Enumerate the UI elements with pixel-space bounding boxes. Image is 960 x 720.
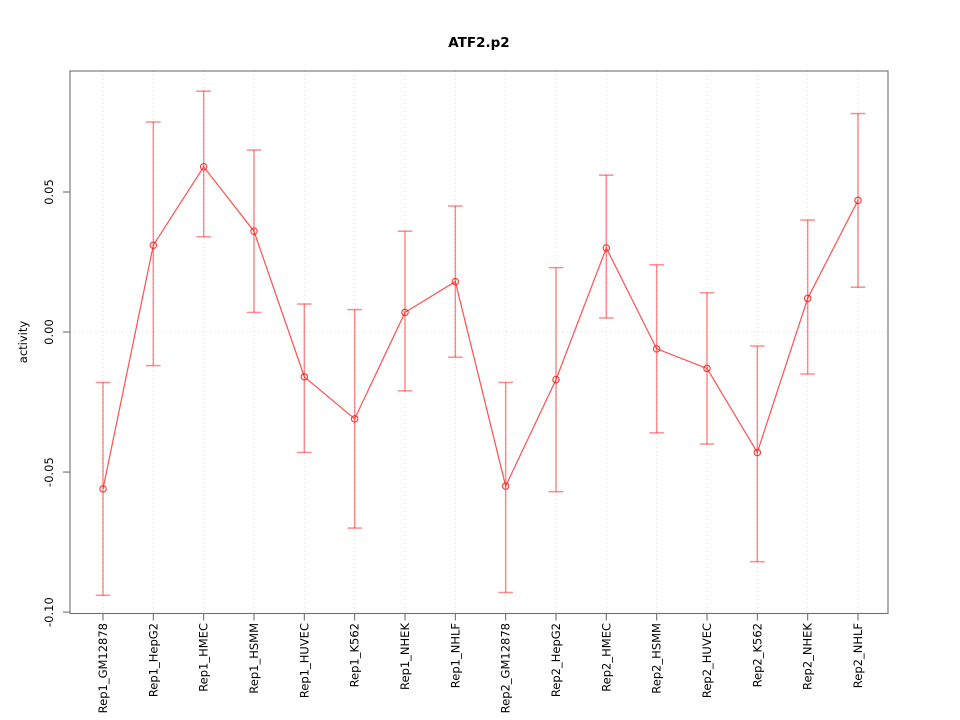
y-tick-label: -0.05 [42, 457, 56, 487]
y-axis-label: activity [16, 321, 30, 364]
data-point-marker [854, 196, 862, 205]
data-point-marker [350, 415, 359, 423]
data-point-marker [451, 277, 460, 286]
x-tick-label: Rep2_HepG2 [549, 623, 563, 697]
data-point-marker [552, 375, 560, 384]
plot-border [69, 70, 889, 615]
y-tick-label: -0.10 [42, 597, 56, 627]
data-point-marker [250, 227, 258, 235]
x-tick-label: Rep2_K562 [750, 623, 764, 687]
x-tick-label: Rep2_NHLF [851, 623, 865, 688]
x-tick-label: Rep1_K562 [348, 623, 362, 687]
data-point-marker [803, 294, 812, 303]
series-line [102, 165, 859, 489]
x-tick-label: Rep1_HMEC [197, 623, 211, 692]
x-tick-label: Rep2_GM12878 [499, 623, 513, 713]
x-tick-label: Rep2_NHEK [801, 623, 815, 690]
x-tick-label: Rep1_NHEK [398, 623, 412, 690]
x-tick-label: Rep1_HSMM [247, 623, 261, 694]
chart-title: ATF2.p2 [448, 35, 509, 51]
y-tick-label: 0.00 [42, 319, 56, 345]
data-point-marker [703, 364, 711, 373]
x-tick-label: Rep1_NHLF [448, 623, 462, 688]
data-point-marker [199, 163, 208, 171]
data-point-marker [501, 482, 510, 490]
x-tick-label: Rep2_HSMM [650, 623, 664, 694]
x-tick-label: Rep1_HepG2 [146, 623, 160, 697]
plot-area: 0.05 0.00 -0.05 -0.10 Rep1_GM12878 Rep1_HepG2… [42, 70, 889, 713]
data-point-marker [149, 241, 158, 249]
data-point-marker [99, 485, 107, 493]
y-tick-label: 0.05 [42, 179, 56, 205]
data-point-marker [401, 308, 409, 317]
data-point-marker [652, 345, 661, 353]
data-point-marker [300, 373, 309, 381]
data-point-marker [602, 244, 611, 252]
x-tick-label: Rep1_GM12878 [96, 623, 110, 713]
x-tick-label: Rep1_HUVEC [297, 623, 311, 698]
x-tick-label: Rep2_HUVEC [700, 623, 714, 698]
x-tick-label: Rep2_HMEC [599, 623, 613, 692]
data-point-marker [753, 448, 762, 457]
